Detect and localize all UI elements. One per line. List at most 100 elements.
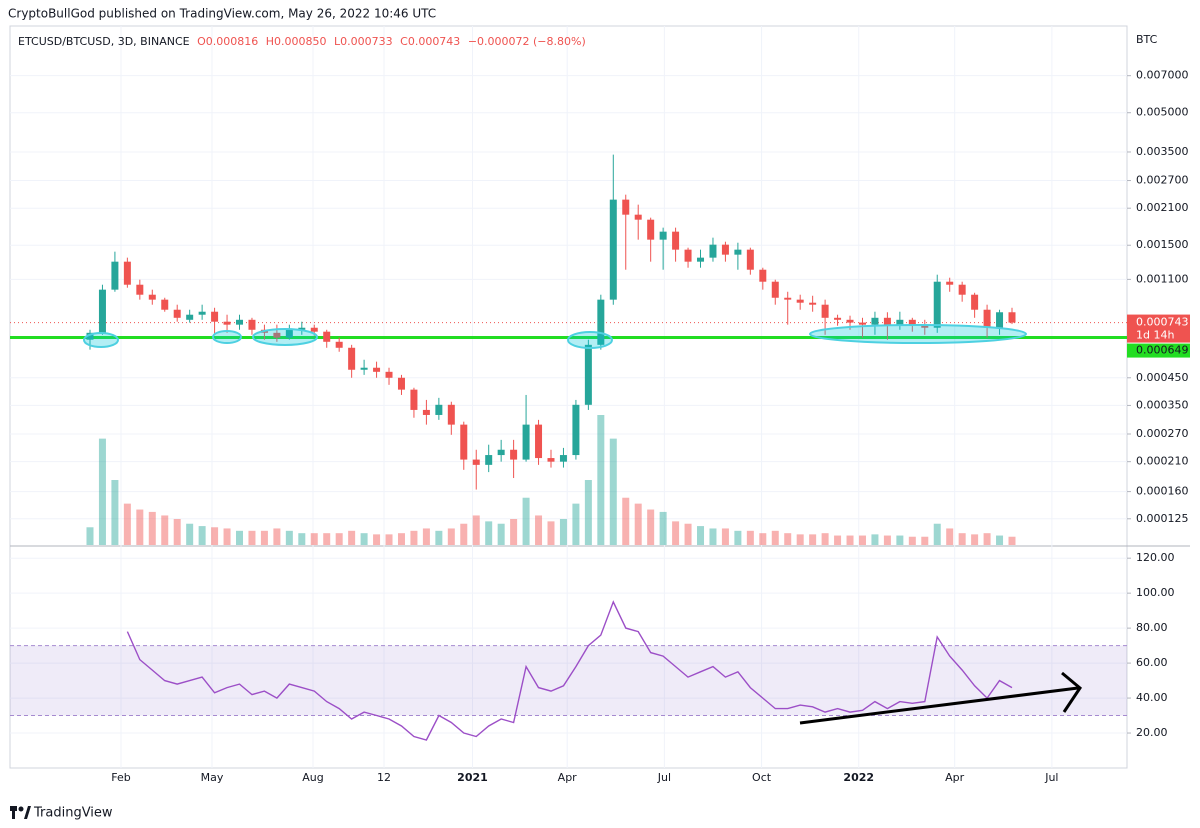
x-tick-label: Jul [1044,771,1058,784]
volume-bar [472,515,480,545]
candle-body [846,319,854,323]
highlight [212,330,242,344]
volume-bar [759,533,767,545]
candle-body [547,458,555,462]
plot-layer: Feb May Aug 12 2021 Apr Jul Oct 2022 Apr Jul 0.0070… [9,25,1190,784]
rsi-tick-label: 20.00 [1136,726,1168,739]
volume-bar [946,528,954,545]
candle-body [721,244,729,255]
symbol: ETCUSD/BTCUSD, 3D, BINANCE [18,35,190,48]
volume-bar [422,528,430,545]
volume-bar [447,528,455,545]
candle-body [236,319,244,325]
volume-bar [161,515,169,545]
volume-bar [821,533,829,545]
volume-bar [709,528,717,545]
candle-body [472,459,480,465]
candle-body [996,312,1004,328]
candle-body [821,304,829,318]
y-tick-label: 0.000125 [1136,512,1189,525]
volume-bar [111,480,119,545]
volume-bar [86,527,94,545]
volume-bar [273,528,281,545]
candle-body [385,371,393,378]
candle-body [373,367,381,372]
candle-body [809,302,817,305]
volume-bar [1008,536,1016,545]
logo-part [12,806,15,819]
volume-bar [584,480,592,545]
y-tick-label: 0.007000 [1136,69,1189,82]
y-tick-label: 0.000160 [1136,485,1189,498]
volume-bar [348,530,356,545]
volume-bar [123,503,131,545]
candle-body [697,257,705,262]
candle-body [310,327,318,332]
volume-bar [746,530,754,545]
level-tag [1127,343,1190,358]
trend-arrow [799,671,1082,725]
x-tick-label: Apr [945,771,965,784]
volume-bar [834,535,842,545]
candle-body [123,261,131,285]
y-tick-label: 0.003500 [1136,145,1189,158]
candle-body [211,311,219,322]
y-tick-label: 0.000450 [1136,371,1189,384]
arrow-head [1061,671,1082,713]
volume-bar [921,536,929,545]
candle-body [684,249,692,262]
candle-body [348,347,356,370]
rsi-tick-label: 100.00 [1136,586,1175,599]
candle-body [746,249,754,270]
candle-body [535,424,543,459]
volume-bar [460,523,468,545]
highlight [567,331,613,349]
candle-body [622,199,630,215]
x-tick-label: Oct [752,771,772,784]
candle-body [360,367,368,370]
candle-body [647,219,655,240]
candle-body [111,261,119,290]
candle-body [198,311,206,315]
candle-body [933,281,941,328]
volume-bar [497,523,505,545]
candle-body [759,269,767,282]
rsi-tick-label: 40.00 [1136,691,1168,704]
x-tick-label: 12 [377,771,391,784]
volume-bar [572,503,580,545]
candle-body [435,404,443,415]
y-tick-label: 0.001100 [1136,272,1189,285]
candle-body [285,329,293,338]
volume-bar [397,533,405,545]
x-tick-label: 2022 [843,771,874,784]
volume-bar [298,533,306,545]
volume-bar [858,535,866,545]
candle-body [497,449,505,456]
rsi-band [10,645,1127,716]
volume-bar [996,535,1004,545]
y-tick-label: 0.002100 [1136,201,1189,214]
candle-body [796,299,804,303]
volume-bar [547,521,555,545]
volume-bar [672,521,680,545]
volume-bar [186,523,194,545]
support-highlights [83,324,1027,349]
highlight [809,324,1027,344]
highlight [83,332,119,348]
x-tick-label: 2021 [457,771,488,784]
candle-body [559,455,567,462]
volume-bar [908,536,916,545]
volume-bar [933,523,941,545]
candle-body [659,231,667,240]
volume-bar [659,511,667,545]
arrow-line [799,686,1079,725]
candle-body [883,317,891,326]
unit-label: BTC [1136,33,1158,46]
volume-bar [609,438,617,545]
candle-body [983,309,991,328]
volume-bar [223,528,231,545]
volume-bar [211,527,219,545]
volume-bar [697,526,705,545]
